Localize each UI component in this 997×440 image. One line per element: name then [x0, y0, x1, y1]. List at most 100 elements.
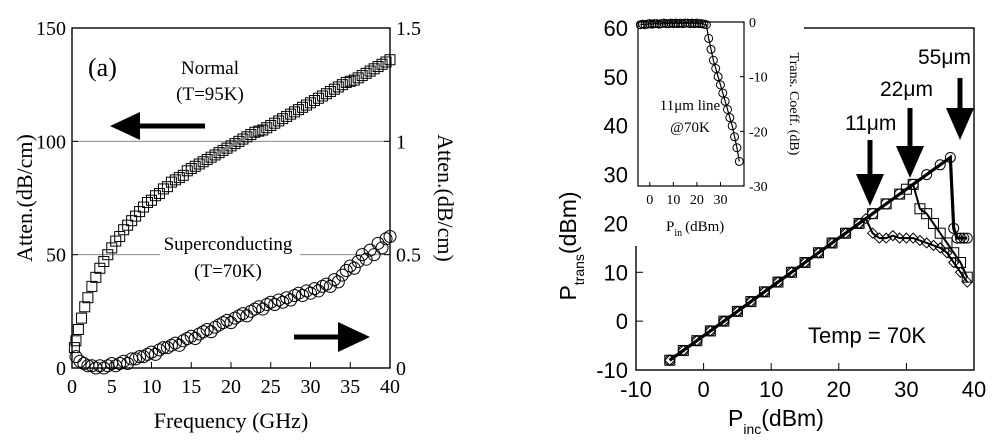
superconducting-data-point — [296, 288, 310, 302]
normal-data-point — [86, 280, 98, 292]
chart-a-series-normal — [68, 54, 396, 354]
chart-b-data-point — [894, 188, 906, 200]
inset-data-point — [732, 143, 742, 153]
normal-data-point — [142, 197, 154, 209]
inset-data-point — [680, 18, 690, 28]
chart-b-data-point — [907, 178, 919, 190]
superconducting-data-point — [141, 347, 155, 361]
chart-b-data-point — [731, 305, 743, 317]
superconducting-data-point — [172, 338, 186, 352]
superconducting-data-point — [323, 279, 337, 293]
normal-data-point — [384, 54, 396, 66]
normal-data-point — [340, 76, 352, 88]
superconducting-data-point — [240, 309, 254, 323]
inset-y-tick-label: -30 — [749, 180, 768, 195]
superconducting-data-point — [73, 354, 87, 368]
chart-a-y2-tick-label: 1.5 — [396, 18, 421, 40]
inset-data-point — [713, 72, 723, 82]
chart-b-x-tick-label: -10 — [620, 377, 652, 402]
inset-y-tick-label: -10 — [749, 71, 768, 86]
chart-b-data-point — [961, 276, 973, 288]
chart-b-data-point — [772, 276, 784, 288]
inset-data-point — [727, 121, 737, 131]
superconducting-data-point — [232, 309, 246, 323]
chart-a-x-tick-label: 25 — [261, 376, 281, 398]
inset-x-tick-label: 10 — [666, 193, 680, 208]
normal-data-point — [70, 335, 82, 347]
normal-data-point — [98, 255, 110, 267]
arrow-label-22um: 22μm — [880, 78, 933, 101]
superconducting-data-point — [208, 320, 222, 334]
chart-b-data-point — [954, 232, 966, 244]
superconducting-data-point — [180, 332, 194, 346]
inset-note-line2: @70K — [670, 120, 710, 136]
inset-data-point — [694, 19, 704, 29]
annotation-normal-line1: Normal — [181, 58, 239, 79]
normal-data-point — [336, 79, 348, 91]
normal-data-point — [149, 190, 161, 202]
chart-a-x-tick-label: 40 — [380, 376, 400, 398]
chart-b-y-tick-label: 0 — [616, 309, 628, 334]
inset-data-point — [701, 20, 711, 30]
chart-b-data-point — [944, 151, 956, 163]
chart-b-y-tick-label: 40 — [604, 114, 628, 139]
annotation-normal-bg — [164, 52, 256, 108]
chart-a-x-tick-label: 15 — [181, 376, 201, 398]
chart-b-x-tick-label: 0 — [697, 377, 709, 402]
chart-b-data-point — [961, 271, 973, 283]
chart-b-ylabel: Ptrans(dBm) — [555, 191, 587, 300]
chart-b-data-point — [934, 159, 946, 171]
chart-b-data-point — [887, 229, 899, 242]
inset-background — [628, 14, 804, 246]
superconducting-data-point — [216, 316, 230, 330]
inset-data-point — [723, 104, 733, 114]
superconducting-data-point — [252, 300, 266, 314]
chart-b-data-point — [745, 296, 757, 308]
superconducting-data-point — [168, 336, 182, 350]
inset-series-trans-coeff — [635, 18, 744, 166]
chart-a-x-tick-label: 0 — [67, 376, 77, 398]
chart-b-series-line — [668, 154, 968, 362]
superconducting-data-point — [148, 347, 162, 361]
chart-b-data-point — [664, 354, 676, 366]
superconducting-data-point — [220, 313, 234, 327]
superconducting-data-point — [260, 298, 274, 312]
chart-b-data-point — [813, 247, 825, 259]
superconducting-data-point — [359, 252, 373, 266]
chart-b-x-tick-label: 10 — [759, 377, 783, 402]
superconducting-data-point — [256, 302, 270, 316]
inset-data-point — [718, 88, 728, 98]
chart-a-y2-tick-label: 0.5 — [396, 245, 421, 267]
superconducting-data-point — [371, 236, 385, 250]
inset-data-point — [649, 19, 659, 29]
normal-data-point — [68, 342, 80, 354]
chart-b-y-tick-label: 50 — [604, 65, 628, 90]
normal-data-point — [72, 323, 84, 335]
superconducting-data-point — [156, 341, 170, 355]
chart-b-inset: 0 10 20 30 0 -10 -20 -30 11μm line @70K Pin (dB… — [628, 14, 804, 246]
chart-b-ptrans-vs-pinc: -10 0 10 20 30 40 -10 0 10 20 30 40 50 60 Temp = 70K… — [555, 14, 986, 437]
chart-b-data-point — [691, 335, 703, 347]
chart-a-y2label: Atten.(dB/cm) — [433, 134, 458, 262]
chart-b-x-tick-label: 20 — [827, 377, 851, 402]
superconducting-data-point — [152, 343, 166, 357]
chart-b-data-point — [758, 286, 770, 298]
chart-b-y-tick-label: 60 — [604, 16, 628, 41]
arrow-11um — [856, 140, 884, 206]
chart-b-y-ticks: -10 0 10 20 30 40 50 60 — [596, 16, 643, 383]
inset-y-ticks: 0 -10 -20 -30 — [740, 16, 768, 195]
chart-a-y-tick-label: 50 — [46, 245, 66, 267]
inset-data-point — [711, 63, 721, 73]
chart-b-data-point — [948, 222, 960, 234]
chart-b-temp-label: Temp = 70K — [808, 323, 926, 348]
chart-b-data-point — [799, 257, 811, 269]
chart-b-data-point — [866, 227, 879, 239]
normal-data-point — [380, 56, 392, 68]
annotation-superconducting-bg — [160, 230, 300, 284]
chart-b-data-point — [948, 247, 960, 259]
chart-a-y2-tick-label: 1 — [396, 131, 406, 153]
superconducting-data-point — [280, 291, 294, 305]
chart-b-data-point — [921, 208, 933, 220]
chart-b-data-point — [921, 169, 933, 181]
